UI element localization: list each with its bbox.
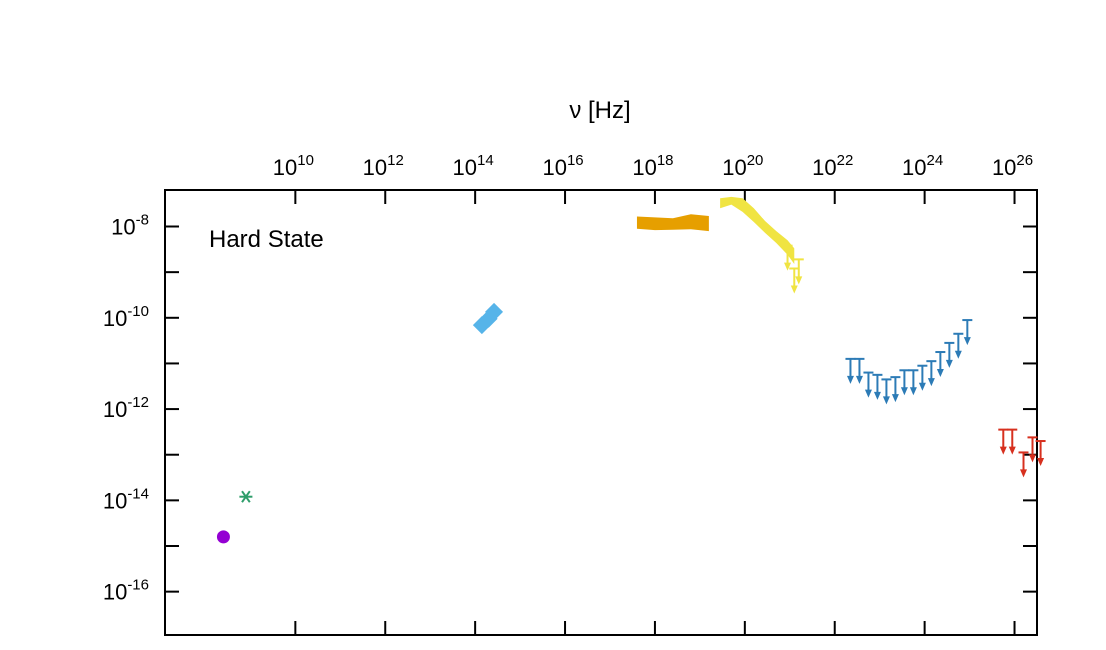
x-axis-title: ν [Hz] (569, 97, 630, 124)
y-tick-label: 10-10 (103, 303, 149, 331)
y-tick-label: 10-14 (103, 485, 149, 513)
upper-limit-arrow (846, 375, 854, 384)
upper-limit-arrow (855, 375, 863, 384)
y-ticks: 10-8 10-10 10-12 10-14 10-16 (103, 212, 1037, 605)
x-tick-label: 1024 (902, 152, 943, 180)
upper-limit-arrow (891, 394, 899, 403)
x-tick-label: 1012 (363, 152, 404, 180)
x-ticks: 1010 1012 1014 1016 1018 1020 1022 1024 1026 (273, 152, 1033, 635)
plot-frame (164, 189, 1038, 636)
upper-limit-marker (881, 378, 892, 405)
data-point-circle (216, 530, 230, 544)
hard-state-annotation: Hard State (209, 226, 324, 253)
upper-limit-marker (1027, 436, 1038, 463)
data-point-asterisk (239, 490, 253, 503)
upper-limit-marker (1018, 451, 1029, 478)
x-tick-label: 1020 (722, 152, 763, 180)
upper-limit-marker (793, 258, 804, 285)
upper-limit-marker (962, 319, 973, 346)
upper-limit-marker (917, 364, 928, 391)
upper-limit-arrow (945, 359, 953, 368)
x-tick-label: 1018 (632, 152, 673, 180)
upper-limit-marker (872, 373, 883, 400)
y-tick-label: 10-12 (103, 394, 149, 422)
asterisk-stroke (241, 490, 251, 503)
upper-limit-arrow (795, 276, 803, 285)
upper-limit-arrow (1008, 446, 1016, 455)
upper-limit-arrow (784, 262, 792, 271)
upper-limit-arrow (1029, 454, 1037, 463)
x-tick-label: 1016 (542, 152, 583, 180)
upper-limit-marker (854, 357, 865, 384)
spectrum-band (720, 196, 795, 264)
upper-limit-arrow (963, 337, 971, 346)
upper-limit-marker (863, 371, 874, 398)
upper-limit-marker (953, 332, 964, 359)
x-tick-label: 1010 (273, 152, 314, 180)
x-tick-label: 1022 (812, 152, 853, 180)
upper-limit-arrow (954, 350, 962, 359)
x-tick-label: 1014 (453, 152, 494, 180)
x-tick-label: 1026 (992, 152, 1033, 180)
spectrum-band (636, 214, 709, 232)
upper-limit-marker (899, 369, 910, 396)
upper-limit-arrow (900, 387, 908, 396)
upper-limit-marker (908, 369, 919, 396)
upper-limit-marker (998, 428, 1009, 455)
y-tick-label: 10-16 (103, 577, 149, 605)
upper-limit-marker (935, 351, 946, 378)
upper-limit-arrow (918, 382, 926, 391)
upper-limit-arrow (873, 391, 881, 400)
upper-limit-arrow (1020, 469, 1028, 478)
upper-limit-arrow (909, 387, 917, 396)
upper-limit-marker (845, 357, 856, 384)
data-marks (216, 196, 1046, 544)
upper-limit-arrow (1037, 458, 1045, 467)
upper-limit-arrow (999, 446, 1007, 455)
upper-limit-marker (782, 244, 793, 271)
upper-limit-marker (1035, 440, 1046, 467)
upper-limit-marker (926, 360, 937, 387)
data-point-diamond (485, 302, 504, 321)
upper-limit-marker (890, 376, 901, 403)
upper-limit-arrow (927, 378, 935, 387)
upper-limit-arrow (936, 369, 944, 378)
upper-limit-marker (944, 341, 955, 368)
upper-limit-marker (1007, 428, 1018, 455)
upper-limit-arrow (790, 285, 798, 294)
upper-limit-arrow (864, 389, 872, 398)
upper-limit-arrow (882, 396, 890, 405)
upper-limit-marker (789, 267, 800, 294)
y-tick-label: 10-8 (111, 212, 149, 240)
